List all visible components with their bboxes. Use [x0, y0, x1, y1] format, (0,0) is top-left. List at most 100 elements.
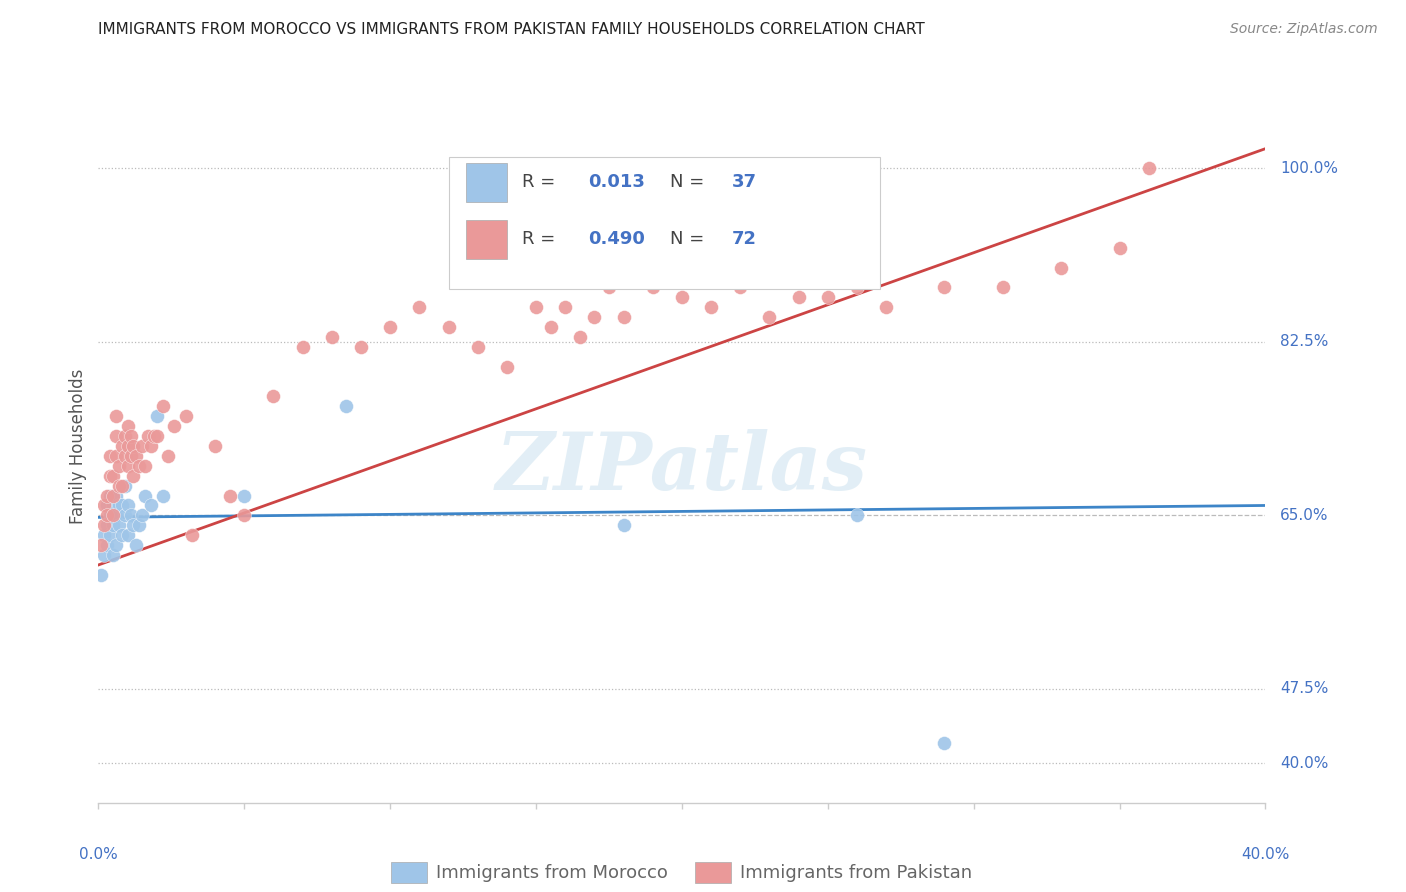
Point [108, 518, 131, 533]
Point [104, 429, 127, 443]
Point [583, 310, 606, 325]
Point [437, 320, 460, 334]
Point [104, 508, 127, 523]
Text: ZIPatlas: ZIPatlas [496, 429, 868, 506]
Point [758, 310, 780, 325]
Point [136, 429, 159, 443]
Point [101, 489, 124, 503]
Text: 82.5%: 82.5% [1279, 334, 1329, 350]
Point [641, 280, 664, 294]
Point [1137, 161, 1160, 176]
Point [991, 280, 1014, 294]
Point [114, 449, 136, 463]
Point [90, 567, 112, 582]
Text: 0.490: 0.490 [589, 230, 645, 248]
Text: 65.0%: 65.0% [1279, 508, 1329, 523]
Text: 72: 72 [733, 230, 756, 248]
Point [152, 400, 174, 414]
Point [700, 300, 723, 314]
Point [321, 330, 343, 344]
Point [101, 468, 124, 483]
Point [612, 310, 634, 325]
Point [114, 478, 136, 492]
Point [817, 290, 839, 304]
Text: IMMIGRANTS FROM MOROCCO VS IMMIGRANTS FROM PAKISTAN FAMILY HOUSEHOLDS CORRELATIO: IMMIGRANTS FROM MOROCCO VS IMMIGRANTS FR… [98, 22, 925, 37]
Point [96, 508, 118, 523]
Point [96, 499, 118, 513]
Point [262, 389, 284, 403]
Point [163, 419, 186, 434]
Point [96, 538, 118, 552]
Point [671, 290, 693, 304]
Text: R =: R = [522, 230, 561, 248]
Point [93, 528, 115, 542]
Point [128, 518, 150, 533]
Point [98, 528, 121, 542]
Text: Source: ZipAtlas.com: Source: ZipAtlas.com [1230, 22, 1378, 37]
Point [128, 458, 150, 473]
Point [157, 449, 180, 463]
Point [350, 340, 373, 354]
Point [152, 489, 174, 503]
Point [134, 458, 156, 473]
Point [114, 429, 136, 443]
Point [117, 419, 139, 434]
Point [540, 320, 562, 334]
Point [117, 499, 139, 513]
Point [90, 538, 112, 552]
Point [98, 449, 121, 463]
Text: 47.5%: 47.5% [1279, 681, 1329, 697]
Point [233, 508, 256, 523]
Point [117, 528, 139, 542]
Point [180, 528, 202, 542]
Point [117, 458, 139, 473]
Point [101, 508, 124, 523]
Point [120, 429, 142, 443]
Text: 0.013: 0.013 [589, 173, 645, 191]
Point [174, 409, 197, 424]
Point [218, 489, 240, 503]
Bar [465, 219, 506, 259]
Point [111, 499, 134, 513]
Point [934, 280, 956, 294]
Point [146, 409, 169, 424]
Point [495, 359, 517, 374]
Point [524, 300, 547, 314]
Point [139, 499, 162, 513]
Text: 40.0%: 40.0% [1241, 847, 1289, 863]
Point [291, 340, 314, 354]
FancyBboxPatch shape [449, 157, 880, 289]
Point [96, 489, 118, 503]
Text: N =: N = [671, 230, 710, 248]
Point [101, 518, 124, 533]
Point [1050, 260, 1073, 275]
Point [98, 468, 121, 483]
Point [93, 518, 115, 533]
Text: 40.0%: 40.0% [1279, 756, 1329, 771]
Point [787, 290, 810, 304]
Point [125, 538, 148, 552]
Point [122, 468, 145, 483]
Text: N =: N = [671, 173, 710, 191]
Point [120, 449, 142, 463]
Point [134, 489, 156, 503]
Point [204, 439, 226, 453]
Point [104, 538, 127, 552]
Point [96, 518, 118, 533]
Point [122, 518, 145, 533]
Point [125, 449, 148, 463]
Point [934, 736, 956, 750]
Point [612, 518, 634, 533]
Point [122, 439, 145, 453]
Point [875, 300, 897, 314]
Point [139, 439, 162, 453]
Point [335, 400, 357, 414]
Point [845, 280, 868, 294]
Text: 0.0%: 0.0% [79, 847, 118, 863]
Point [108, 499, 131, 513]
Point [554, 300, 576, 314]
Point [467, 340, 489, 354]
Point [378, 320, 402, 334]
Point [233, 489, 256, 503]
Point [108, 478, 131, 492]
